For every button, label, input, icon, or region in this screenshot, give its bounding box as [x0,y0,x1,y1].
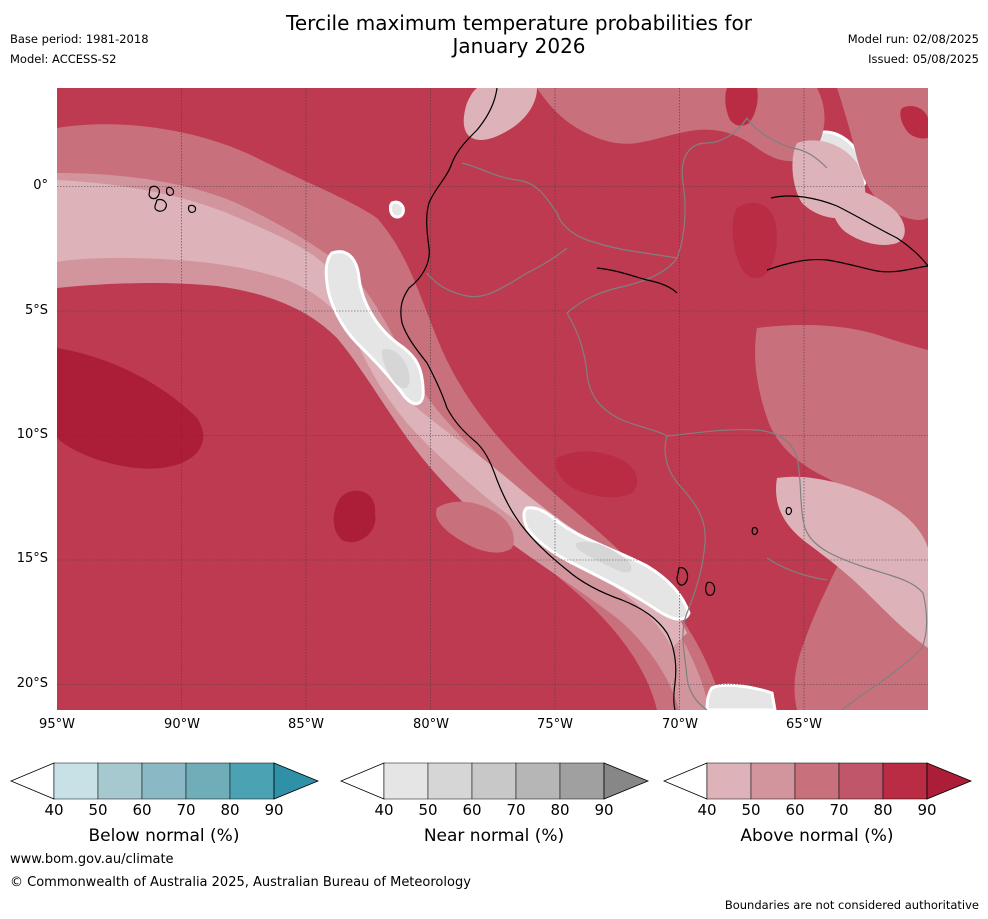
colorbar-near-segment [559,762,605,800]
colorbar-below-tick: 60 [132,801,152,819]
region-above-90-west [57,348,204,469]
longitude-label: 70°W [662,717,698,732]
latitude-label: 15°S [16,551,48,566]
base-period: Base period: 1981-2018 [10,32,149,46]
latitude-label: 0° [33,178,48,193]
region-above-50-north [463,88,537,140]
colorbar-above-tick: 70 [829,801,849,819]
colorbar-below [10,762,320,800]
country-borders [426,117,928,710]
region-above-90-far-northeast [900,106,928,139]
colorbar-above-tick: 90 [917,801,937,819]
longitude-label: 65°W [786,717,822,732]
region-above-50-northwest [57,180,687,648]
issued-date: Issued: 05/08/2025 [868,52,979,66]
colorbar-near-high-extension [603,762,650,800]
graticule [57,88,928,710]
latitude-label: 20°S [16,676,48,691]
colorbar-above-segment [706,762,752,800]
colorbar-near-tick: 80 [550,801,570,819]
colorbar-above-tick: 50 [741,801,761,819]
map-canvas [57,88,928,710]
probability-map [57,88,928,710]
region-above-50-northeast-coast [831,187,905,245]
colorbar-near-tick: 90 [594,801,614,819]
region-near-normal-60 [381,349,410,389]
colorbar-near-segment [471,762,517,800]
page-title: Tercile maximum temperature probabilitie… [194,12,844,58]
region-above-90-interior-north [725,88,758,126]
colorbar-above-tick: 80 [873,801,893,819]
colorbar-below-segment [185,762,231,800]
colorbar-above-low-extension [663,762,708,800]
latitude-label: 5°S [24,303,48,318]
region-near-normal-coastal-spot [388,200,405,219]
region-above-70-south-coast [436,501,514,553]
colorbar-above-label: Above normal (%) [740,826,894,846]
colorbar-above-high-extension [926,762,973,800]
colorbar-below-low-extension [10,762,55,800]
colorbar-near-tick: 40 [374,801,394,819]
colorbar-near-segment [515,762,561,800]
longitude-label: 90°W [164,717,200,732]
colorbar-near-tick: 50 [418,801,438,819]
colorbar-below-segment [97,762,143,800]
colorbar-below-tick: 90 [264,801,284,819]
colorbar-above-segment [838,762,884,800]
colorbar-near-segment [383,762,429,800]
website-link[interactable]: www.bom.gov.au/climate [10,852,174,867]
colorbar-near-tick: 60 [462,801,482,819]
metadata-right: Model run: 02/08/2025 Issued: 05/08/2025 [848,29,979,69]
colorbar-above-segment [750,762,796,800]
colorbar-near-label: Near normal (%) [423,826,565,846]
copyright-text: © Commonwealth of Australia 2025, Austra… [10,875,471,890]
colorbar-above-tick: 40 [697,801,717,819]
title-line-1: Tercile maximum temperature probabilitie… [286,11,752,35]
colorbar-below-tick: 70 [176,801,196,819]
colorbar-above-segment [794,762,840,800]
colorbar-below-tick: 40 [44,801,64,819]
model-run: Model run: 02/08/2025 [847,32,979,46]
region-above-90-southwest [333,490,376,543]
model-name: Model: ACCESS-S2 [10,52,117,66]
colorbar-below-segment [229,762,275,800]
region-above-70-land-east [755,325,928,710]
colorbar-near [340,762,650,800]
region-near-normal-far-south [705,683,777,710]
boundaries-disclaimer: Boundaries are not considered authoritat… [724,898,979,912]
colorbar-below-high-extension [273,762,320,800]
colorbar-below-segment [141,762,187,800]
coastline [148,88,928,710]
metadata-left: Base period: 1981-2018 Model: ACCESS-S2 [10,29,149,69]
colorbar-below-tick: 50 [88,801,108,819]
longitude-label: 95°W [39,717,75,732]
region-above-90-interior-south [555,451,638,498]
longitude-label: 85°W [288,717,324,732]
colorbar-below-tick: 80 [220,801,240,819]
title-line-2: January 2026 [452,34,586,58]
colorbar-near-segment [427,762,473,800]
colorbar-above [663,762,973,800]
region-above-90-interior [732,202,777,279]
latitude-label: 10°S [16,427,48,442]
colorbar-above-tick: 60 [785,801,805,819]
colorbar-near-tick: 70 [506,801,526,819]
colorbar-below-label: Below normal (%) [88,826,240,846]
colorbar-below-segment [53,762,99,800]
longitude-label: 75°W [537,717,573,732]
longitude-label: 80°W [413,717,449,732]
colorbar-near-low-extension [340,762,385,800]
colorbar-above-segment [882,762,928,800]
region-near-normal-60-south [575,541,632,573]
